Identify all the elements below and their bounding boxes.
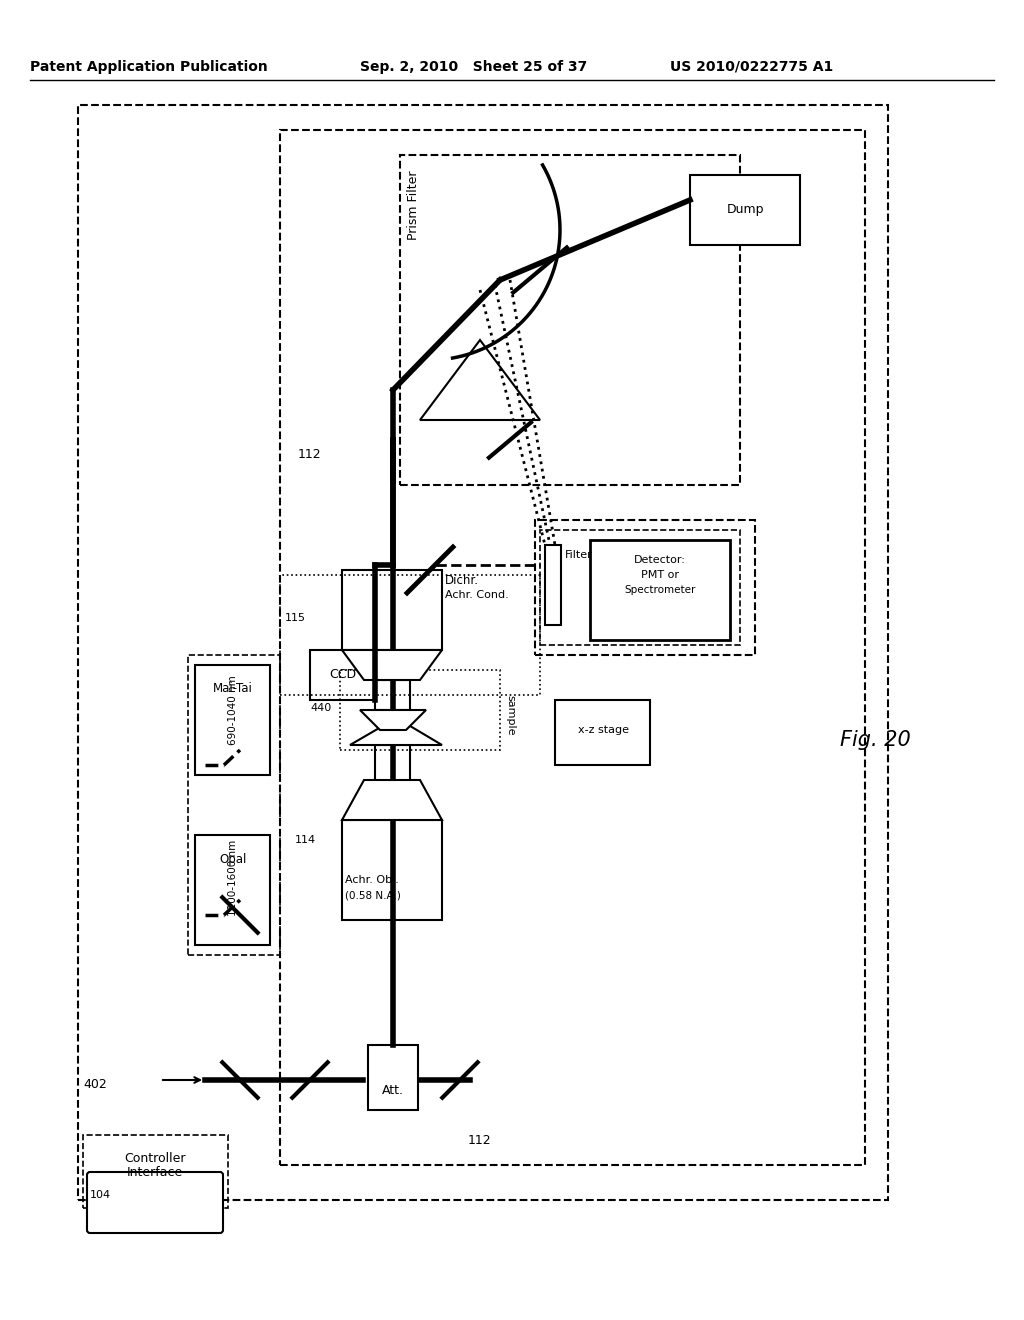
Text: Achr. Cond.: Achr. Cond. — [445, 590, 509, 601]
Text: 114: 114 — [295, 836, 316, 845]
Bar — [555, 700, 650, 766]
Bar — [535, 520, 755, 655]
Text: Fig. 20: Fig. 20 — [840, 730, 910, 750]
Bar — [188, 655, 280, 954]
Text: Dichr.: Dichr. — [445, 573, 479, 586]
Text: Dump: Dump — [726, 203, 764, 216]
Text: PMT or: PMT or — [641, 570, 679, 579]
Bar — [375, 744, 410, 785]
Bar — [342, 570, 442, 649]
Text: 112: 112 — [298, 449, 322, 462]
Bar — [280, 129, 865, 1166]
Bar — [690, 176, 800, 246]
Polygon shape — [360, 710, 426, 730]
Bar — [375, 680, 410, 710]
Bar — [545, 545, 561, 624]
Text: Detector:: Detector: — [634, 554, 686, 565]
Text: Opal: Opal — [219, 854, 247, 866]
Polygon shape — [420, 341, 540, 420]
Text: US 2010/0222775 A1: US 2010/0222775 A1 — [670, 59, 834, 74]
Text: x-z stage: x-z stage — [578, 725, 629, 735]
Text: Interface: Interface — [127, 1166, 183, 1179]
Bar — [280, 576, 540, 696]
Bar — [195, 836, 270, 945]
Text: Achr. Obj.: Achr. Obj. — [345, 875, 399, 884]
Text: 440: 440 — [310, 704, 331, 713]
Bar — [400, 154, 740, 484]
Bar — [310, 649, 375, 700]
Text: 1100-1600 nm: 1100-1600 nm — [228, 840, 238, 916]
Text: 104: 104 — [90, 1191, 112, 1200]
Bar — [342, 820, 442, 920]
Text: Mai-Tai: Mai-Tai — [213, 681, 253, 694]
Text: 112: 112 — [468, 1134, 492, 1147]
Text: sample: sample — [505, 694, 515, 735]
Bar — [540, 531, 740, 645]
Text: Sep. 2, 2010   Sheet 25 of 37: Sep. 2, 2010 Sheet 25 of 37 — [360, 59, 587, 74]
Text: Filter: Filter — [565, 550, 593, 560]
Text: CCD: CCD — [330, 668, 356, 681]
Text: Controller: Controller — [124, 1151, 185, 1164]
Text: (0.58 N.A.): (0.58 N.A.) — [345, 890, 400, 900]
Text: Att.: Att. — [382, 1084, 404, 1097]
Text: Patent Application Publication: Patent Application Publication — [30, 59, 267, 74]
Bar — [590, 540, 730, 640]
Text: Prism Filter: Prism Filter — [407, 170, 420, 239]
Text: 402: 402 — [83, 1078, 106, 1092]
Polygon shape — [350, 719, 442, 744]
Bar — [340, 671, 500, 750]
Text: 690-1040 nm: 690-1040 nm — [228, 675, 238, 744]
Polygon shape — [342, 780, 442, 820]
Bar — [368, 1045, 418, 1110]
Polygon shape — [342, 649, 442, 680]
Bar — [195, 665, 270, 775]
Polygon shape — [380, 710, 406, 730]
Text: Spectrometer: Spectrometer — [625, 585, 695, 595]
Text: 115: 115 — [285, 612, 306, 623]
Bar — [83, 1135, 228, 1208]
Polygon shape — [380, 649, 406, 671]
Bar — [78, 106, 888, 1200]
FancyBboxPatch shape — [87, 1172, 223, 1233]
